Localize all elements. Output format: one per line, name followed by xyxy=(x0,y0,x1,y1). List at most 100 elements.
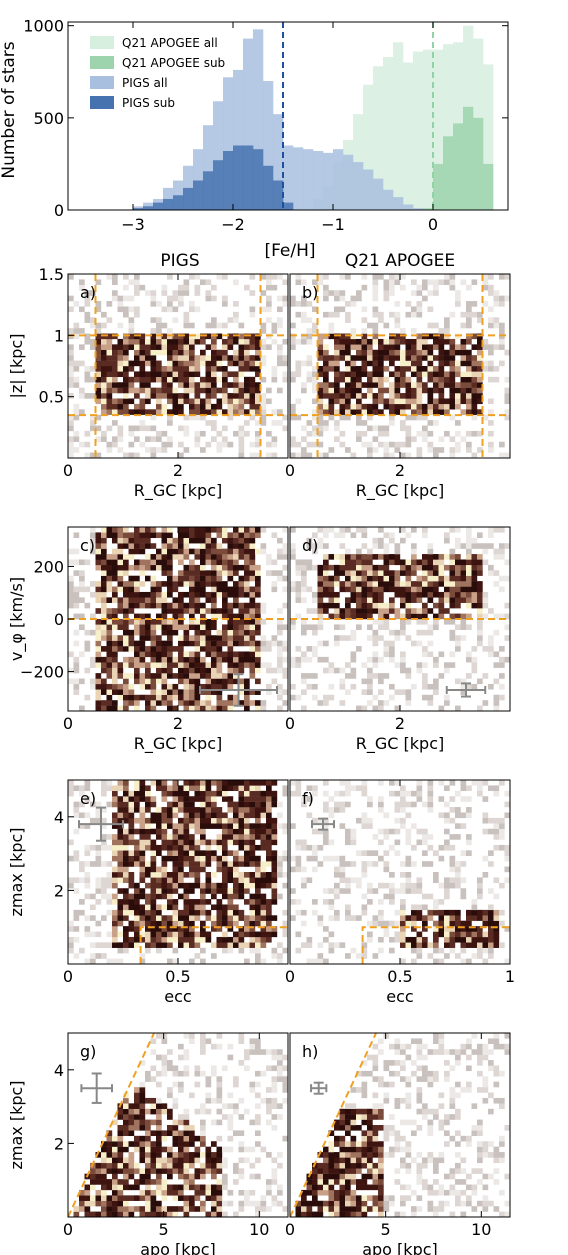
cell-c-13-30 xyxy=(139,543,146,549)
cell-a-4-21 xyxy=(90,338,96,345)
cell-f-20-18 xyxy=(400,861,406,867)
cell-g-6-9 xyxy=(101,1162,107,1169)
cell-a-37-6 xyxy=(271,420,278,426)
cell-c-3-14 xyxy=(84,629,91,636)
cell-f-34-9 xyxy=(477,909,483,916)
cell-f-20-29 xyxy=(400,801,406,808)
cell-g-12-23 xyxy=(134,1087,140,1093)
cell-b-23-22 xyxy=(416,333,423,340)
cell-b-6-12 xyxy=(323,387,329,394)
cell-a-36-25 xyxy=(266,317,272,323)
cell-e-26-13 xyxy=(211,888,217,894)
cell-f-26-11 xyxy=(433,899,439,905)
cell-b-20-16 xyxy=(400,366,406,372)
cell-c-26-5 xyxy=(211,678,217,685)
cell-b-16-13 xyxy=(378,382,384,388)
cell-c-39-3 xyxy=(282,689,288,695)
cell-f-0-8 xyxy=(290,915,296,921)
cell-f-13-26 xyxy=(361,817,368,824)
cell-a-5-0 xyxy=(95,452,102,458)
cell-a-18-17 xyxy=(167,360,173,367)
cell-c-6-29 xyxy=(101,548,107,555)
cell-d-26-27 xyxy=(433,559,439,566)
cell-c-6-33 xyxy=(101,527,107,533)
cell-e-15-30 xyxy=(150,796,157,802)
cell-g-10-18 xyxy=(123,1114,129,1120)
cell-d-22-23 xyxy=(411,581,417,587)
cell-c-38-24 xyxy=(277,575,283,582)
cell-a-23-27 xyxy=(194,306,201,313)
cell-c-30-27 xyxy=(233,559,239,566)
cell-e-5-27 xyxy=(95,812,102,819)
cell-f-6-22 xyxy=(323,839,329,846)
cell-e-33-3 xyxy=(249,942,256,948)
cell-c-14-20 xyxy=(145,597,151,603)
cell-e-39-19 xyxy=(282,855,288,862)
cell-a-21-11 xyxy=(183,393,190,399)
cell-e-28-2 xyxy=(222,947,228,954)
cell-b-30-9 xyxy=(455,403,461,410)
cell-c-18-2 xyxy=(167,694,173,701)
cell-d-0-16 xyxy=(290,619,296,625)
cell-f-31-18 xyxy=(460,861,467,867)
cell-f-22-13 xyxy=(411,888,417,894)
cell-c-23-8 xyxy=(194,662,201,668)
cell-c-15-19 xyxy=(150,602,157,609)
hist-bar-s2-24 xyxy=(373,178,384,210)
cell-e-36-6 xyxy=(266,926,272,932)
cell-c-1-32 xyxy=(73,532,80,539)
cell-b-14-12 xyxy=(367,387,373,394)
cell-c-14-5 xyxy=(145,678,151,685)
cell-b-18-2 xyxy=(389,441,395,448)
cell-c-32-22 xyxy=(244,586,250,593)
cell-g-12-13 xyxy=(134,1141,140,1147)
cell-f-14-11 xyxy=(367,899,373,905)
cell-e-32-11 xyxy=(244,899,250,905)
cell-d-12-28 xyxy=(356,554,362,560)
cell-e-16-24 xyxy=(156,828,162,835)
cell-c-32-1 xyxy=(244,700,250,706)
cell-f-2-9 xyxy=(301,909,307,916)
cell-d-6-24 xyxy=(323,575,329,582)
cell-g-16-8 xyxy=(156,1168,162,1174)
cell-f-11-32 xyxy=(350,785,357,792)
cell-d-21-25 xyxy=(405,570,412,576)
cell-c-14-26 xyxy=(145,564,151,571)
cell-a-5-11 xyxy=(95,393,102,399)
cell-e-35-11 xyxy=(260,899,267,905)
cell-c-34-15 xyxy=(255,624,261,631)
cell-a-16-28 xyxy=(156,301,162,307)
cell-d-15-16 xyxy=(372,619,379,625)
cell-c-16-20 xyxy=(156,597,162,603)
cell-b-15-31 xyxy=(372,284,379,291)
cell-d-1-2 xyxy=(295,694,302,701)
cell-a-23-8 xyxy=(194,409,201,415)
cell-c-7-32 xyxy=(106,532,113,539)
cell-c-0-23 xyxy=(68,581,74,587)
cell-e-14-22 xyxy=(145,839,151,846)
cell-f-29-15 xyxy=(449,877,456,884)
cell-c-13-6 xyxy=(139,673,146,679)
cell-e-10-21 xyxy=(123,844,129,851)
cell-e-20-23 xyxy=(178,834,184,840)
cell-d-11-28 xyxy=(350,554,357,560)
cell-f-16-4 xyxy=(378,936,384,943)
cell-b-31-20 xyxy=(460,344,467,350)
cell-b-16-20 xyxy=(378,344,384,350)
cell-b-1-7 xyxy=(295,414,302,421)
cell-f-22-6 xyxy=(411,926,417,932)
cell-b-21-13 xyxy=(405,382,412,388)
cell-b-0-8 xyxy=(290,409,296,415)
cell-a-30-13 xyxy=(233,382,239,388)
cell-e-5-15 xyxy=(95,877,102,884)
cell-b-2-3 xyxy=(301,436,307,442)
cell-a-20-30 xyxy=(178,290,184,296)
cell-e-27-6 xyxy=(216,926,223,932)
xlabel-c: R_GC [kpc] xyxy=(134,734,222,754)
cell-c-13-4 xyxy=(139,683,146,690)
cell-c-8-21 xyxy=(112,591,118,598)
cell-b-23-14 xyxy=(416,376,423,383)
cell-f-20-0 xyxy=(400,958,406,964)
cell-a-0-16 xyxy=(68,366,74,372)
cell-e-31-29 xyxy=(238,801,245,808)
